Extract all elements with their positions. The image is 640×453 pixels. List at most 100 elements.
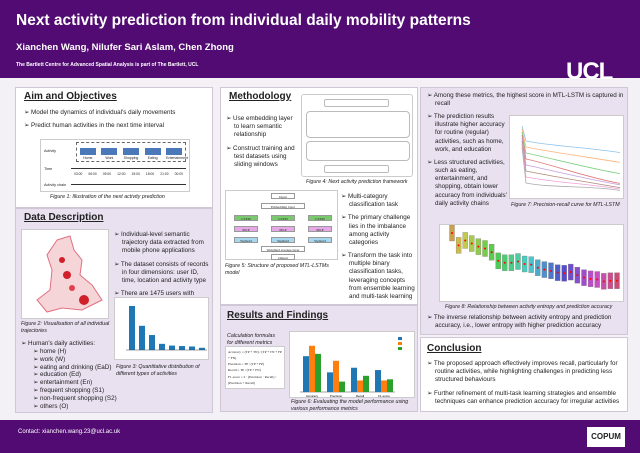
legend-swatch [398,337,402,340]
model-node: LSTM [271,215,295,221]
pr-curve-line [521,134,621,184]
model-node: Input [271,193,295,199]
activity-item: ➢ eating and drinking (EaD) [33,363,112,371]
formula: Accuracy = (TP + TN) / (TP + TN + FP + F… [228,350,282,361]
row-label: Time [44,167,53,171]
conclusion-bullet: Further refinement of multi-task learnin… [427,390,625,406]
aim-bullet: Predict human activities in the next tim… [24,122,209,130]
mean-marker [451,232,453,234]
mean-marker [589,277,592,280]
model-node: Output [271,254,295,260]
mean-marker [457,244,460,247]
formula: Recall = TP / (TP + FN) [228,368,261,373]
mean-marker [583,276,585,279]
activity-count-bar [139,325,145,350]
figure-8-caption: Figure 8: Relationship between activity … [445,304,613,310]
mean-marker [477,245,480,248]
metric-bar [363,375,369,392]
metric-bar [339,381,345,392]
activity-count-bar [189,346,195,350]
mean-marker [576,274,579,277]
methodology-panel: Methodology Use embedding layer to learn… [220,87,418,305]
contact-email: Contact: xianchen.wang.23@ucl.ac.uk [18,429,121,435]
activity-icon-label: Home [79,148,96,160]
metric-bar [381,380,387,392]
activity-count-bar [159,343,165,350]
figure-1-caption: Figure 1: Illustration of the next activ… [50,194,165,200]
metric-bar [303,356,309,392]
figure-2-caption: Figure 2: Visualisation of all individua… [21,321,110,334]
category-label: F1-score [378,394,390,398]
finding-bullet: Less structured activities, such as eati… [427,159,507,208]
mean-marker [536,266,539,269]
figure-2-map [21,229,109,319]
activity-count-bar [169,345,175,350]
time-node: 21:00 [160,172,169,176]
formula-caption: Calculation formulas for different metri… [227,333,275,346]
metric-bar [387,379,393,392]
activity-count-bar [199,347,205,350]
pr-curve-line [521,137,621,186]
mean-marker [510,261,513,264]
time-node: 06:00 [88,172,97,176]
activity-item: ➢ frequent shopping (S1) [33,387,105,395]
mean-marker [602,280,605,283]
figure-3-chart [114,297,209,360]
figure-4-framework [301,94,413,177]
activities-title: ➢ Human's daily activities: [21,340,96,347]
model-node: Embedding layer [261,203,305,209]
figure-1: Activity Time Activity chain Home Work Sho… [40,139,190,192]
figure-6-chart: Accuracy Precision Recall F1-score [289,331,415,398]
aim-panel: Aim and Objectives Model the dynamics of… [15,87,213,208]
figure-8-boxplot [439,224,624,302]
findings-panel: Among these metrics, the highest score i… [420,87,628,335]
time-node: 18:00 [145,172,155,176]
figure-5-caption: Figure 5: Structure of proposed MTL-LSTM… [225,263,329,276]
time-node: 12:00 [117,172,126,176]
ucl-logo: UCL [566,58,613,85]
pr-curve-line [521,131,621,174]
header: Next activity prediction from individual… [0,0,640,85]
conclusion-bullet: The proposed approach effectively improv… [427,360,625,385]
methodology-title: Methodology [229,91,292,102]
time-node: 15:00 [131,172,140,176]
activity-count-bar [179,346,185,350]
activity-count-bar [129,306,135,350]
model-node: LSTM [308,215,332,221]
activity-count-bar [149,335,155,350]
model-node: Weighted average layer [261,246,305,252]
activity-item: ➢ home (H) [33,347,67,355]
footer: Contact: xianchen.wang.23@ucl.ac.uk COPU… [0,420,640,453]
activity-item: ➢ education (Ed) [33,371,81,379]
activity-icon-label: Shopping [122,148,139,160]
model-node: MLP [234,226,258,232]
mean-marker [563,272,566,275]
activity-item: ➢ work (W) [33,355,66,363]
model-node: LSTM [234,215,258,221]
method-bullet: Transform the task into multiple binary … [341,252,416,301]
aim-bullet: Model the dynamics of individual's daily… [24,109,209,117]
mean-marker [503,261,506,264]
affiliation: The Bartlett Centre for Advanced Spatial… [16,62,199,68]
metric-bar [351,367,357,392]
metric-bar [327,372,333,392]
mean-marker [556,271,559,274]
mean-marker [517,260,519,263]
pr-curve-line [521,146,621,191]
copum-logo: COPUM [587,427,625,447]
data-bullet: The dataset consists of records in four … [114,261,212,286]
data-panel: Data Description Figure 2: Visualisation… [15,208,213,413]
figure-7-pr-curve [509,115,624,199]
model-node: MLP [308,226,332,232]
pr-curve-line [521,128,621,163]
mean-marker [550,269,552,272]
conclusion-title: Conclusion [427,343,482,354]
row-label: Activity chain [44,183,67,187]
activity-item: ➢ entertainment (En) [33,379,93,387]
mean-marker [616,279,618,282]
figure-5-model: Input Embedding layer LSTM MLP Sigmoid LSTM ML… [225,190,338,260]
formulas: Accuracy = (TP + TN) / (TP + TN + FP + F… [225,346,285,389]
category-label: Recall [356,394,365,398]
metric-bar [375,370,381,392]
row-label: Activity [44,149,57,153]
